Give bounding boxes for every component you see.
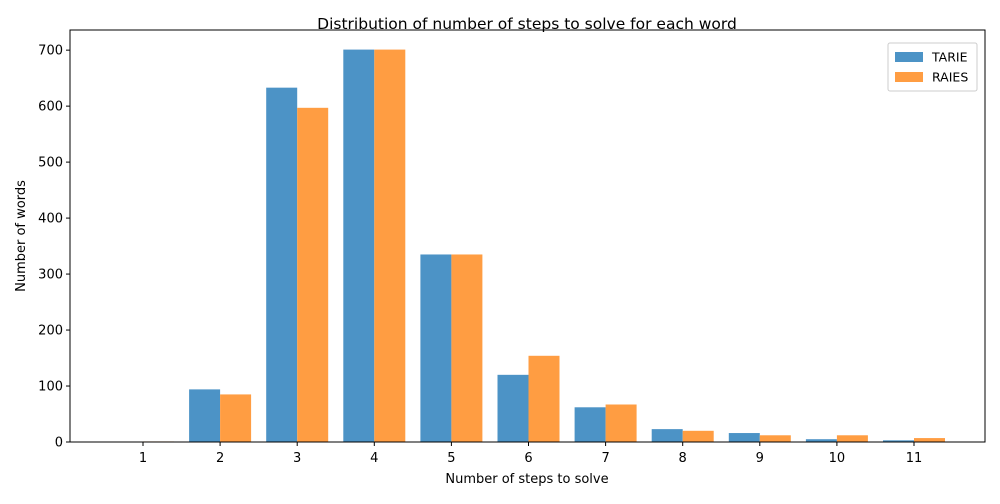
bar-raies-8 bbox=[682, 430, 714, 442]
bar-raies-6 bbox=[528, 355, 560, 442]
y-tick-label: 100 bbox=[38, 380, 63, 395]
bar-tarie-5 bbox=[420, 254, 452, 442]
x-axis: 1 2 3 4 5 6 7 8 9 10 11 bbox=[139, 442, 922, 466]
bar-tarie-10 bbox=[805, 439, 837, 442]
x-tick-label: 8 bbox=[679, 451, 687, 466]
bar-raies-7 bbox=[605, 404, 637, 442]
y-tick-label: 500 bbox=[38, 156, 63, 171]
series-tarie bbox=[189, 49, 914, 443]
x-tick-label: 6 bbox=[524, 451, 532, 466]
x-tick-label: 1 bbox=[139, 451, 147, 466]
x-tick-label: 3 bbox=[293, 451, 301, 466]
x-tick-label: 5 bbox=[447, 451, 455, 466]
bar-raies-10 bbox=[836, 435, 868, 442]
bar-raies-4 bbox=[374, 49, 406, 442]
legend: TARIE RAIES bbox=[887, 42, 978, 92]
plot-area bbox=[143, 49, 945, 443]
series-raies bbox=[143, 49, 945, 442]
legend-label-raies: RAIES bbox=[932, 70, 968, 85]
y-tick-label: 200 bbox=[38, 324, 63, 339]
x-tick-label: 11 bbox=[906, 451, 923, 466]
bar-raies-2 bbox=[220, 394, 252, 442]
bar-raies-5 bbox=[451, 254, 483, 442]
y-tick-label: 400 bbox=[38, 212, 63, 227]
bar-tarie-3 bbox=[266, 87, 298, 443]
x-tick-label: 4 bbox=[370, 451, 378, 466]
y-axis: 0 100 200 300 400 500 600 700 bbox=[38, 44, 70, 451]
bar-tarie-11 bbox=[883, 440, 914, 442]
y-tick-label: 0 bbox=[55, 436, 63, 451]
legend-swatch-tarie bbox=[895, 52, 923, 62]
y-tick-label: 300 bbox=[38, 268, 63, 283]
x-tick-label: 2 bbox=[216, 451, 224, 466]
bar-raies-9 bbox=[759, 435, 791, 442]
bar-tarie-2 bbox=[189, 389, 221, 442]
legend-label-tarie: TARIE bbox=[931, 50, 968, 65]
y-tick-label: 600 bbox=[38, 100, 63, 115]
x-tick-label: 7 bbox=[601, 451, 609, 466]
plot-frame bbox=[69, 29, 986, 443]
bar-tarie-4 bbox=[343, 49, 375, 442]
bar-raies-3 bbox=[297, 107, 329, 442]
y-axis-label: Number of words bbox=[14, 180, 29, 292]
x-tick-label: 10 bbox=[829, 451, 846, 466]
bar-raies-11 bbox=[914, 438, 945, 442]
y-tick-label: 700 bbox=[38, 44, 63, 59]
legend-swatch-raies bbox=[895, 72, 923, 82]
bar-tarie-6 bbox=[497, 374, 529, 442]
bar-tarie-9 bbox=[728, 433, 760, 442]
bar-tarie-7 bbox=[574, 407, 606, 442]
chart-title: Distribution of number of steps to solve… bbox=[317, 15, 737, 33]
x-axis-label: Number of steps to solve bbox=[445, 472, 608, 487]
x-tick-label: 9 bbox=[756, 451, 764, 466]
bar-tarie-8 bbox=[651, 429, 683, 442]
